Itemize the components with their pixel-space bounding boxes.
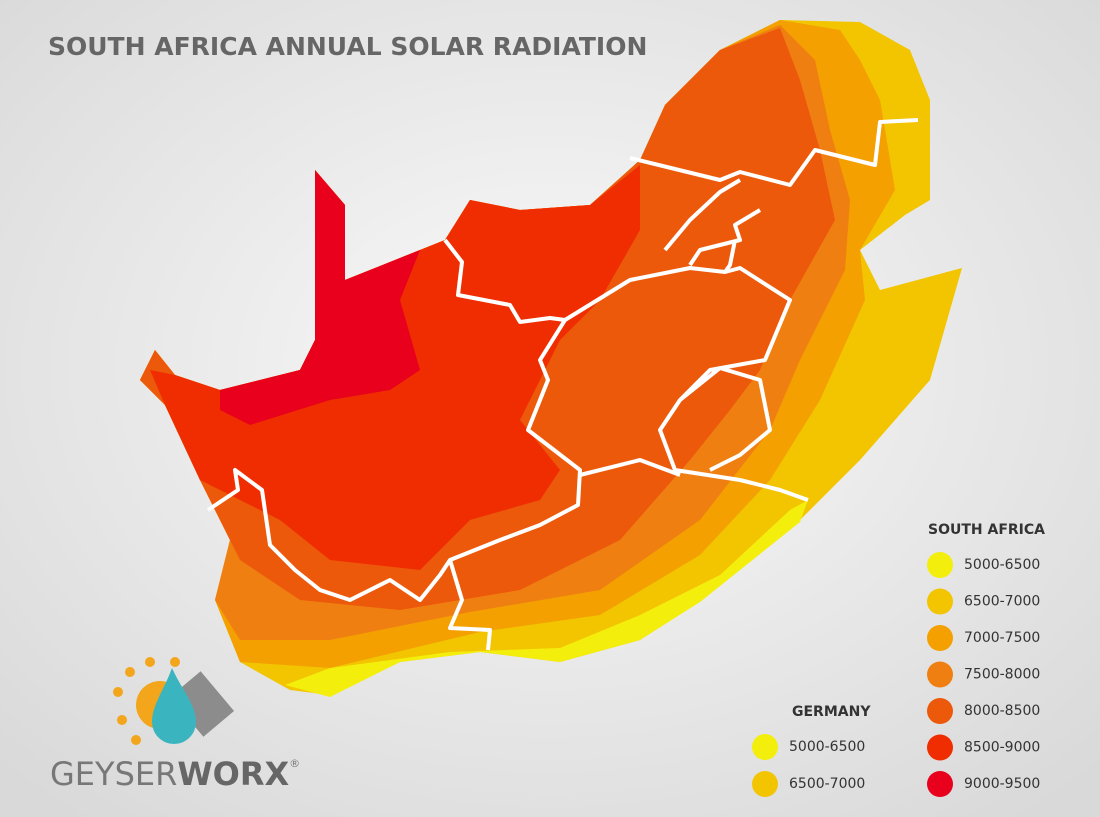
province-border bbox=[206, 118, 919, 651]
legend-label: 7500-8000 bbox=[964, 667, 1040, 683]
logo-drop bbox=[152, 668, 196, 744]
legend-label: 5000-6500 bbox=[964, 557, 1040, 573]
logo-text: GEYSERWORX® bbox=[50, 755, 300, 793]
legend-label: 7000-7500 bbox=[964, 630, 1040, 646]
zone bbox=[285, 500, 808, 697]
title: SOUTH AFRICA ANNUAL SOLAR RADIATION bbox=[48, 32, 647, 61]
logo-mark: ® bbox=[289, 757, 300, 770]
logo-prefix: GEYSER bbox=[50, 755, 177, 793]
legend-swatch bbox=[927, 698, 953, 724]
legend-label: 9000-9500 bbox=[964, 776, 1040, 792]
legend-swatch bbox=[752, 771, 778, 797]
legend-label: 6500-7000 bbox=[964, 594, 1040, 610]
legend-heading: GERMANY bbox=[792, 704, 871, 720]
legend-label: 8000-8500 bbox=[964, 703, 1040, 719]
legend-germany: GERMANY 5000-6500 6500-7000 bbox=[752, 704, 871, 797]
legend-swatch bbox=[927, 661, 953, 688]
legend-swatch bbox=[927, 552, 953, 578]
legend-label: 5000-6500 bbox=[789, 739, 865, 755]
legend-swatch bbox=[927, 734, 953, 761]
legend-label: 6500-7000 bbox=[789, 776, 865, 792]
legend-heading: SOUTH AFRICA bbox=[928, 522, 1045, 538]
zone bbox=[220, 170, 420, 425]
legend-swatch bbox=[927, 771, 953, 797]
map bbox=[140, 20, 962, 697]
logo: GEYSERWORX® bbox=[50, 657, 300, 793]
legend-swatch bbox=[927, 588, 953, 615]
legend-south-africa: SOUTH AFRICA 5000-6500 6500-7000 7000-7500… bbox=[927, 522, 1045, 797]
logo-panel bbox=[169, 671, 235, 737]
logo-emphasis: WORX bbox=[177, 755, 289, 793]
legend-swatch bbox=[927, 625, 953, 651]
legend-label: 8500-9000 bbox=[964, 740, 1040, 756]
legend-swatch bbox=[752, 734, 778, 760]
